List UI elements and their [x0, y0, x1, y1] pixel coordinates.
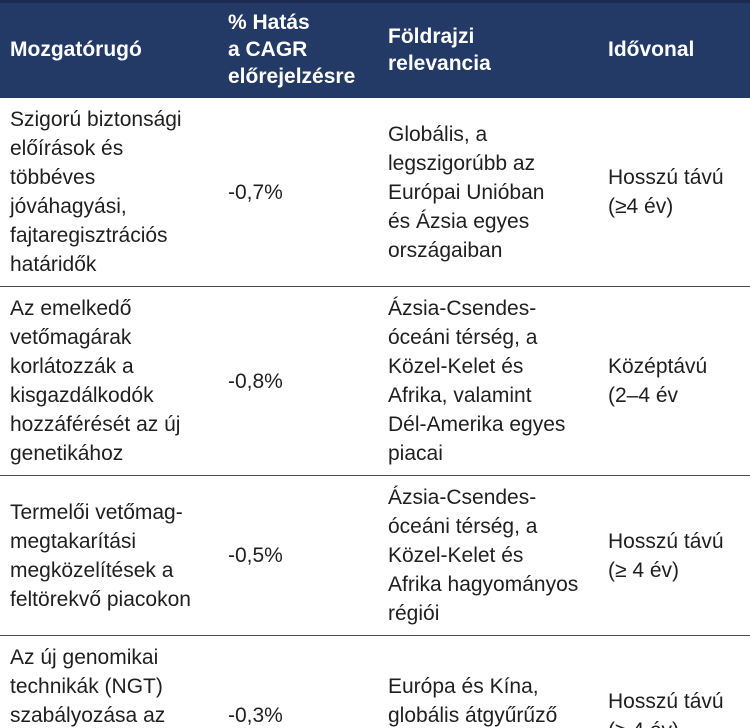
- cell-driver: Szigorú biztonsági előírások és többéves…: [0, 98, 220, 287]
- column-header-timeline: Idővonal: [600, 0, 750, 98]
- column-header-geography: Földrajzi relevancia: [378, 0, 600, 98]
- cell-impact: -0,3%: [220, 635, 378, 728]
- header-row: Mozgatórugó % Hatás a CAGR előrejelzésre…: [0, 0, 750, 98]
- cell-timeline: Hosszú távú (≥4 év): [600, 98, 750, 287]
- cell-timeline: Hosszú távú (≥ 4 év): [600, 475, 750, 636]
- table-row: Az emelkedő vetőmagárak korlátozzák a ki…: [0, 286, 750, 476]
- cell-impact: -0,8%: [220, 286, 378, 476]
- cell-driver: Az új genomikai technikák (NGT) szabályo…: [0, 635, 220, 728]
- table-row: Termelői vetőmag- megtakarítási megközel…: [0, 475, 750, 636]
- table-row: Az új genomikai technikák (NGT) szabályo…: [0, 635, 750, 728]
- cell-impact: -0,5%: [220, 475, 378, 636]
- cell-timeline: Középtávú (2–4 év: [600, 286, 750, 476]
- cell-geography: Ázsia-Csendes- óceáni térség, a Közel-Ke…: [378, 475, 600, 636]
- cell-timeline: Hosszú távú (≥ 4 év): [600, 635, 750, 728]
- cell-geography: Globális, a legszigorúbb az Európai Unió…: [378, 98, 600, 287]
- cell-driver: Az emelkedő vetőmagárak korlátozzák a ki…: [0, 286, 220, 476]
- cell-impact: -0,7%: [220, 98, 378, 287]
- cell-driver: Termelői vetőmag- megtakarítási megközel…: [0, 475, 220, 636]
- cell-geography: Európa és Kína, globális átgyűrűző hatás…: [378, 635, 600, 728]
- column-header-driver: Mozgatórugó: [0, 0, 220, 98]
- table-row: Szigorú biztonsági előírások és többéves…: [0, 98, 750, 287]
- column-header-impact: % Hatás a CAGR előrejelzésre: [220, 0, 378, 98]
- cell-geography: Ázsia-Csendes- óceáni térség, a Közel-Ke…: [378, 286, 600, 476]
